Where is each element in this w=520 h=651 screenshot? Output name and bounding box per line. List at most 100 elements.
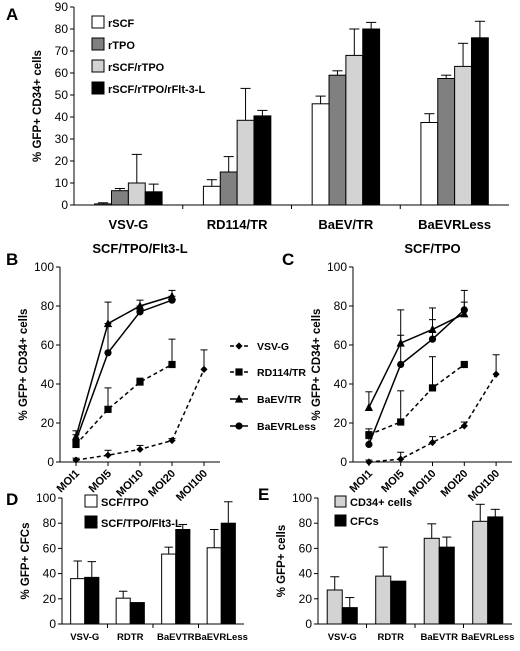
marker-circle [428,335,437,343]
y-tick-label: 100 [34,260,54,274]
bar [470,37,489,206]
category-label: MOI1 [55,468,83,496]
y-tick-label: 100 [292,491,312,505]
marker-circle [72,436,80,445]
legend-label: BaEVRLess [257,421,316,433]
bar [420,122,439,206]
y-tick-label: 20 [43,592,57,606]
marker-circle [168,296,176,304]
y-axis-label: % GFP+ CD34+ cells [311,309,323,421]
bar [161,553,177,625]
y-axis-label: % GFP+ CFCs [20,522,32,599]
y-tick-label: 60 [299,541,313,555]
bar [220,522,236,625]
marker-circle [136,308,144,316]
y-tick-label: 20 [334,416,348,430]
legend-label: VSV-G [257,341,289,353]
marker-diamond [136,445,144,453]
y-axis-label: % GFP+ CD34+ cells [32,50,44,162]
bar [206,547,222,625]
marker-square [397,418,405,426]
y-tick-label: 100 [36,491,56,505]
bar [70,578,86,625]
y-tick-label: 20 [41,416,55,430]
legend-swatch [91,15,105,29]
marker-circle [397,360,405,369]
series-line [368,373,497,463]
y-tick-label: 80 [334,299,348,313]
marker-circle [460,306,468,314]
y-tick-label: 100 [327,260,347,274]
legend-swatch [334,514,347,527]
legend-label: SCF/TPO [101,497,149,509]
marker-circle [235,422,243,430]
legend-swatch [91,59,105,73]
y-tick-label: 0 [61,198,68,212]
marker-triangle [364,402,373,411]
category-label: BaEVTR [157,632,195,643]
y-tick-label: 20 [299,592,313,606]
panel-letter: D [6,490,18,509]
marker-diamond [168,436,176,445]
panel-letter: A [6,5,18,24]
category-label: BaEV/TR [318,217,374,232]
legend-swatch [91,81,105,95]
bar [487,516,504,625]
bar [115,597,131,625]
legend-label: rSCF/rTPO/rFlt-3-L [108,84,205,96]
bar [362,28,381,206]
series-line [75,299,173,441]
bar [219,171,238,206]
bar [375,575,392,625]
y-tick-label: 60 [55,66,69,80]
marker-diamond [72,456,80,464]
bar [345,54,364,206]
category-label: VSV-G [109,217,149,232]
bar [328,74,347,206]
y-tick-label: 10 [55,176,69,190]
marker-diamond [104,451,112,459]
legend-label: rSCF/rTPO [108,62,165,74]
panel-d: 0 20 40 60 80 100 % GFP+ CFCs D VSV-G RDTR BaEVTR B… [6,490,248,643]
category-label: MOI5 [379,468,407,496]
y-tick-label: 60 [41,338,55,352]
y-axis-label: % GFP+ cells [276,525,288,598]
y-tick-label: 80 [55,22,69,36]
y-tick-label: 40 [55,110,69,124]
marker-square [235,368,243,376]
bar [437,78,456,206]
marker-square [460,360,468,369]
legend-label: BaEV/TR [257,394,302,406]
panel-letter: C [282,250,294,269]
y-tick-label: 20 [55,154,69,168]
marker-diamond [235,342,243,350]
series-line [368,363,465,436]
y-tick-label: 50 [55,88,69,102]
y-tick-label: 90 [55,0,69,14]
marker-diamond [365,458,373,466]
y-axis-label: % GFP+ CD34+ cells [18,309,30,421]
legend-label: CD34+ cells [350,497,412,509]
y-tick-label: 0 [340,455,347,469]
y-tick-label: 80 [299,516,313,530]
marker-circle [104,349,112,357]
marker-diamond [397,455,405,463]
panel-e: 0 20 40 60 80 100 % GFP+ cells E VSV-G RDTR BaEVTR… [258,485,514,643]
y-tick-label: 40 [41,377,55,391]
series-line [75,363,173,445]
marker-diamond [460,422,468,430]
y-tick-label: 80 [43,516,57,530]
marker-square [136,378,144,386]
bar [423,537,440,625]
y-tick-label: 0 [305,617,312,631]
legend-swatch [84,515,98,529]
y-tick-label: 30 [55,132,69,146]
series-line [368,313,465,408]
marker-square [72,440,80,449]
bar [438,546,455,625]
category-label: VSV-G [328,632,357,643]
panel-letter: B [6,250,18,269]
bar [129,602,145,625]
legend-label: RD114/TR [257,367,306,379]
marker-square [428,384,437,392]
